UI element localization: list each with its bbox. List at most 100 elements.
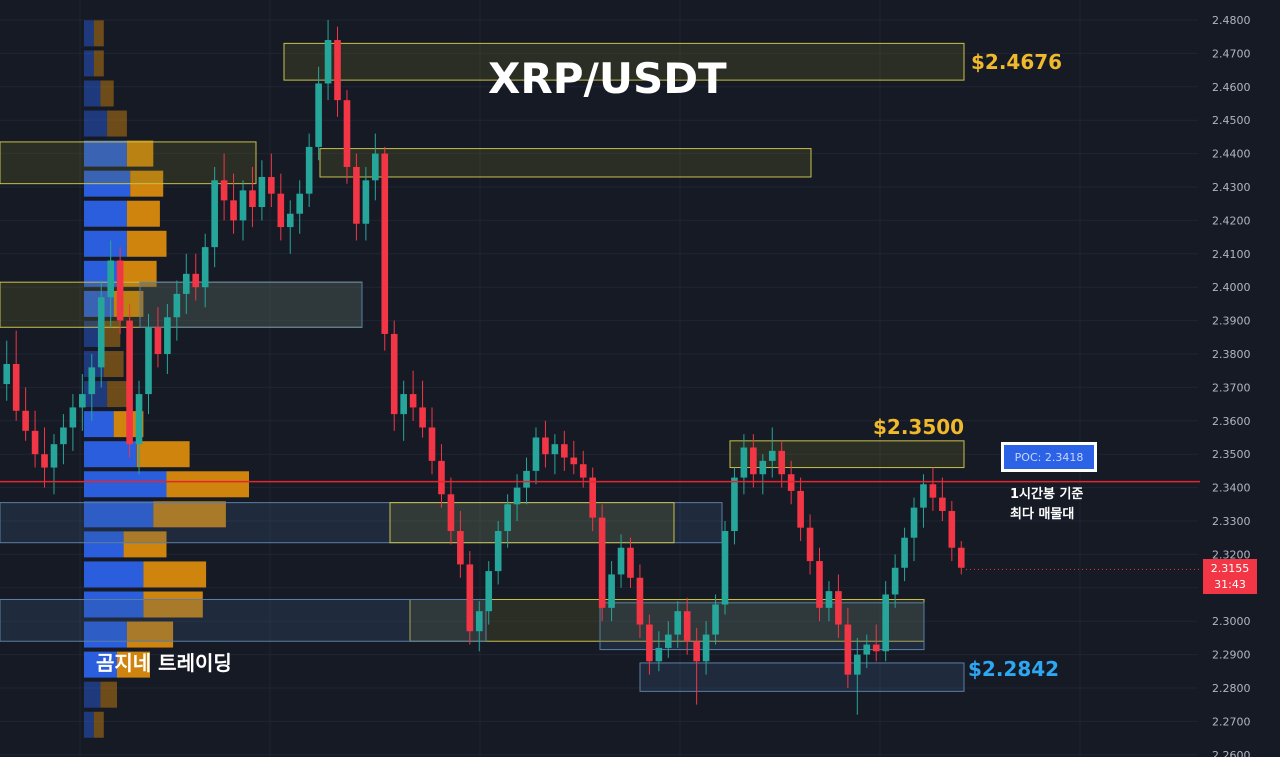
demand-zone [639,662,965,692]
volume-bar-buy [84,471,167,498]
candle-body [438,460,445,495]
candle-body [551,444,559,455]
volume-bar-sell [103,351,124,378]
y-axis-tick: 2.2900 [1212,649,1251,662]
y-axis-tick: 2.4000 [1212,281,1251,294]
candle-body [60,427,67,445]
candle-body [79,394,86,408]
supply-zone [389,502,675,544]
volume-bar-sell [126,200,160,227]
volume-bar-buy [84,591,144,618]
candle-body [712,604,719,635]
candle-body [891,567,899,595]
candle-body [230,200,237,221]
candle-body [693,641,700,662]
candle-body [249,190,256,208]
candle-body [570,457,578,465]
candle-body [731,477,738,532]
level-label-low: $2.2842 [968,657,1060,681]
candle-body [513,487,521,505]
candle-body [854,654,861,675]
candle-body [920,484,927,508]
level-label-high: $2.4676 [971,50,1063,74]
candle-body [400,394,407,415]
demand-zone [599,602,925,651]
candle-body [806,527,814,562]
candle-body [201,247,209,288]
volume-bar-sell [93,20,104,47]
candle-body [759,460,767,475]
volume-bar-buy [84,411,114,438]
candle-body [353,166,360,224]
candle-body [589,477,596,518]
current-price-value: 2.3155 [1210,562,1250,575]
y-axis-tick: 2.3900 [1212,315,1251,328]
y-axis-tick: 2.4300 [1212,181,1251,194]
candle-body [948,510,956,548]
candle-body [305,146,313,194]
candle-body [31,430,39,455]
candle-body [88,367,96,395]
volume-bar-sell [153,501,226,528]
candle-body [929,484,937,498]
volume-bar-buy [84,531,124,558]
supply-zone [0,141,257,185]
volume-bar-sell [100,681,117,708]
current-price-tag: 2.3155 31:43 [1203,559,1257,594]
candle-body [664,634,672,648]
volume-bar-sell [93,711,104,738]
candle-body [598,517,606,608]
candle-body [504,504,511,532]
candle-body [154,327,162,354]
candle-body [882,594,889,652]
y-axis-tick: 2.3300 [1212,515,1251,528]
volume-bar-buy [84,381,108,408]
volume-bar-buy [84,651,117,678]
candle-body [768,450,776,461]
candle-body [173,293,181,318]
volume-bar-buy [84,80,101,107]
candle-body [910,507,918,538]
y-axis-tick: 2.4400 [1212,148,1251,161]
candle-body [740,447,748,478]
candle-body [343,100,351,167]
y-axis-tick: 2.3600 [1212,415,1251,428]
volume-bar-buy [84,561,144,588]
candle-body [220,180,228,201]
volume-bar-sell [117,651,150,678]
candle-body [901,537,908,568]
candle-body [494,531,502,572]
candle-body [721,531,729,605]
candle-body [655,647,663,662]
candle-body [674,611,682,635]
candle-body [957,547,965,568]
candle-body [844,624,852,675]
y-axis-tick: 2.3500 [1212,448,1251,461]
poc-badge: POC: 2.3418 [1001,442,1097,472]
candle-body [182,273,190,294]
candle-body [835,591,842,625]
candle-body [627,547,634,578]
poc-note-line1: 1시간봉 기준 [1010,487,1084,502]
y-axis-tick: 2.3700 [1212,381,1251,394]
candle-body [872,644,880,652]
volume-bar-sell [126,230,167,257]
candle-body [50,444,58,468]
candle-body [372,153,379,181]
y-axis-tick: 2.3400 [1212,482,1251,495]
poc-note: 1시간봉 기준 최다 매물대 [1010,485,1083,525]
candle-body [107,260,114,298]
candle-body [797,490,804,528]
brand-watermark: 곰지네 트레이딩 [96,651,232,675]
candle-body [428,427,436,461]
volume-bar-buy [84,200,127,227]
candle-body [277,193,285,228]
candle-body [381,153,389,334]
candle-body [939,497,946,511]
y-axis-tick: 2.4200 [1212,214,1251,227]
candle-body [863,644,871,655]
volume-bar-sell [166,471,249,498]
candle-body [164,317,171,354]
